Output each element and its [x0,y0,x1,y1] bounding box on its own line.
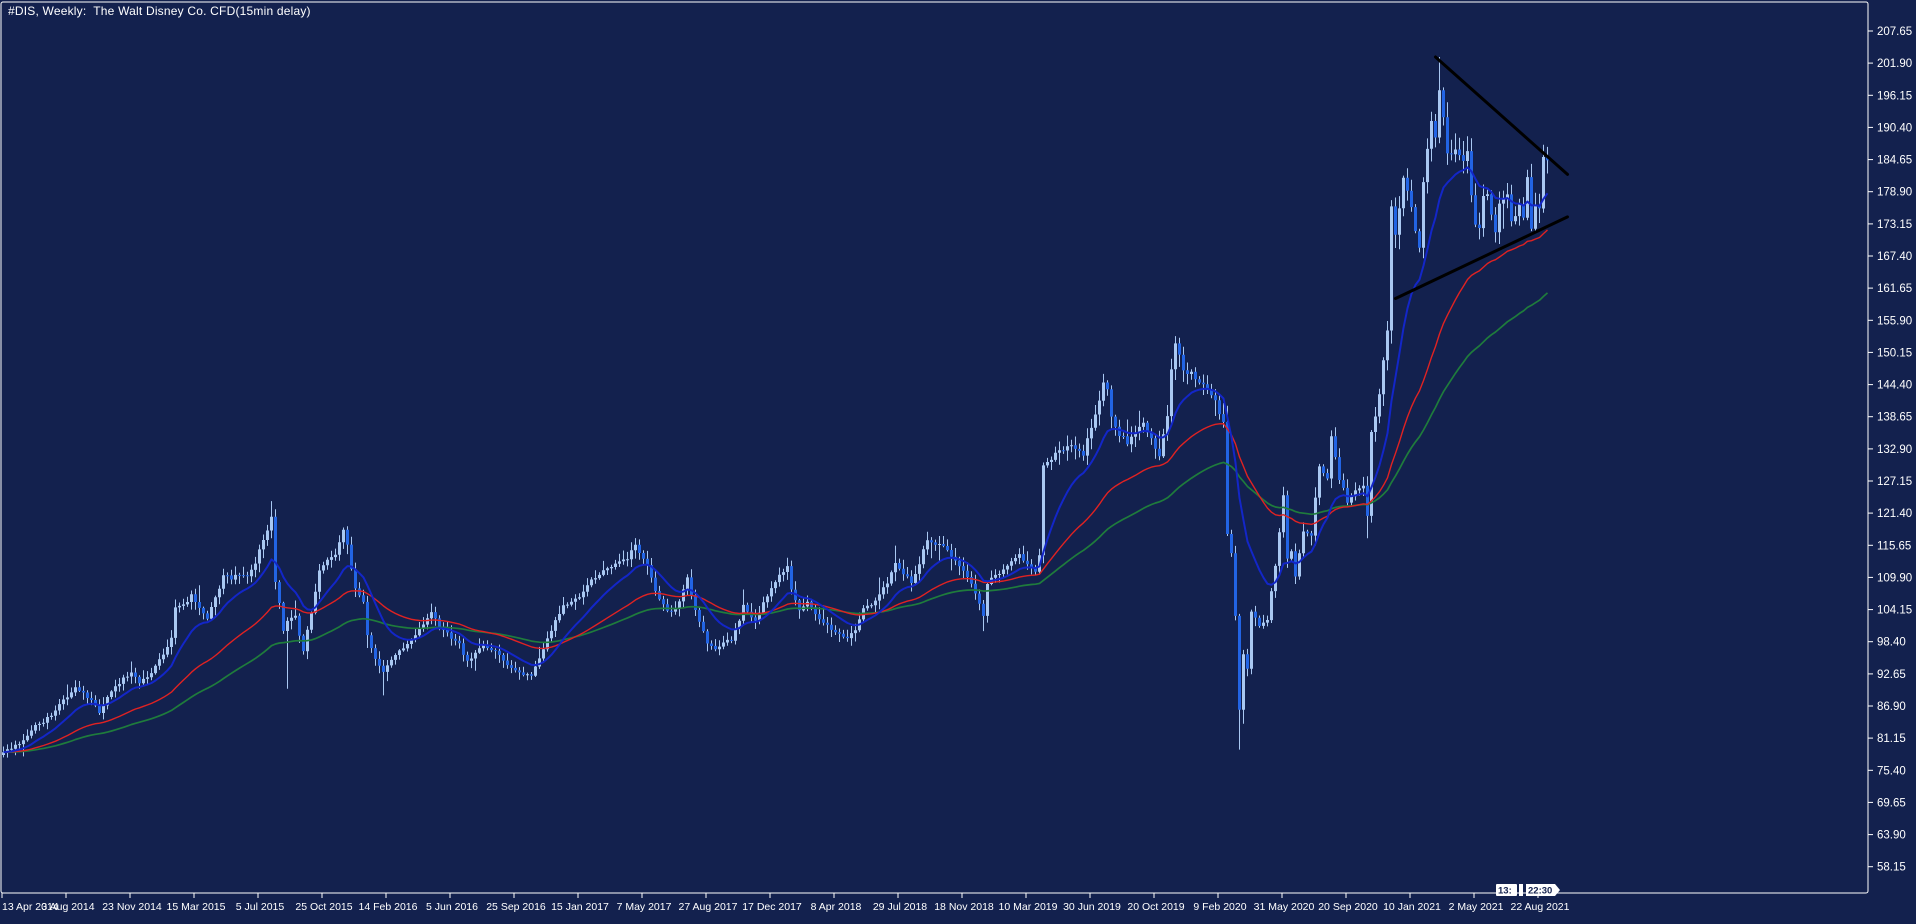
price-tick-label: 115.65 [1877,540,1911,552]
time-tick-label: 31 May 2020 [1254,901,1315,913]
price-tick-label: 127.15 [1877,476,1912,488]
time-tick-label: 18 Nov 2018 [934,901,994,913]
price-tick-label: 98.40 [1877,637,1906,649]
time-tick-label: 25 Oct 2015 [295,901,352,913]
price-tick-label: 155.90 [1877,315,1912,327]
time-marker-badge [1496,884,1517,896]
time-tick-label: 23 Nov 2014 [102,901,162,913]
time-tick-label: 10 Mar 2019 [999,901,1058,913]
ma-fast-line[interactable] [3,166,1549,754]
time-tick-label: 15 Mar 2015 [167,901,226,913]
time-tick-label: 15 Jan 2017 [551,901,609,913]
price-tick-label: 144.40 [1877,380,1912,392]
price-tick-label: 138.65 [1877,412,1912,424]
time-tick-label: 8 Apr 2018 [811,901,862,913]
price-tick-label: 58.15 [1877,862,1906,874]
price-scale[interactable]: 207.65 201.90 196.15 190.40 184.65 178.90 173.… [1868,26,1912,874]
price-tick-label: 196.15 [1877,90,1912,102]
time-tick-label: 7 May 2017 [617,901,672,913]
time-tick-label: 10 Jan 2021 [1383,901,1441,913]
time-tick-label: 30 Jun 2019 [1063,901,1121,913]
time-tick-label: 27 Aug 2017 [679,901,738,913]
time-tick-label: 20 Oct 2019 [1127,901,1184,913]
price-tick-label: 161.65 [1877,283,1912,295]
svg-text:22:30: 22:30 [1528,886,1552,897]
time-marker-badge [1526,884,1560,896]
price-tick-label: 184.65 [1877,155,1912,167]
price-tick-label: 81.15 [1877,733,1906,745]
time-markers[interactable]: 13: 22:30 [1496,884,1560,897]
price-tick-label: 150.15 [1877,347,1912,359]
price-tick-label: 167.40 [1877,251,1912,263]
price-tick-label: 190.40 [1877,122,1912,134]
time-tick-label: 29 Jul 2018 [873,901,927,913]
plot-border [0,1,1869,894]
time-tick-label: 9 Feb 2020 [1193,901,1246,913]
time-tick-label: 17 Dec 2017 [742,901,802,913]
price-tick-label: 75.40 [1877,765,1906,777]
price-tick-label: 63.90 [1877,830,1906,842]
time-tick-label: 5 Jul 2015 [236,901,285,913]
trendline-lower[interactable] [1394,215,1569,300]
price-tick-label: 173.15 [1877,219,1912,231]
price-tick-label: 69.65 [1877,797,1906,809]
time-tick-label: 14 Feb 2016 [359,901,418,913]
price-tick-label: 104.15 [1877,605,1912,617]
price-tick-label: 109.90 [1877,572,1912,584]
price-tick-label: 178.90 [1877,187,1912,199]
ma-mid-line[interactable] [3,229,1548,753]
time-tick-label: 13 Apr 2014 [2,901,59,913]
time-tick-label: 5 Jun 2016 [426,901,478,913]
price-tick-label: 201.90 [1877,58,1912,70]
price-tick-label: 86.90 [1877,701,1906,713]
svg-text:13:: 13: [1498,886,1512,897]
time-tick-label: 3 Aug 2014 [41,901,94,913]
chart-title: #DIS, Weekly: The Walt Disney Co. CFD(15… [8,4,311,18]
price-tick-label: 132.90 [1877,444,1912,456]
price-tick-label: 121.40 [1877,508,1912,520]
time-tick-label: 25 Sep 2016 [486,901,546,913]
price-tick-label: 92.65 [1877,669,1906,681]
time-tick-label: 20 Sep 2020 [1318,901,1378,913]
time-marker-sliver [1519,884,1523,896]
time-tick-label: 22 Aug 2021 [1511,901,1570,913]
time-tick-label: 2 May 2021 [1449,901,1504,913]
price-tick-label: 207.65 [1877,26,1912,38]
trendline-upper[interactable] [1434,55,1569,176]
ma-slow-line[interactable] [3,292,1549,754]
